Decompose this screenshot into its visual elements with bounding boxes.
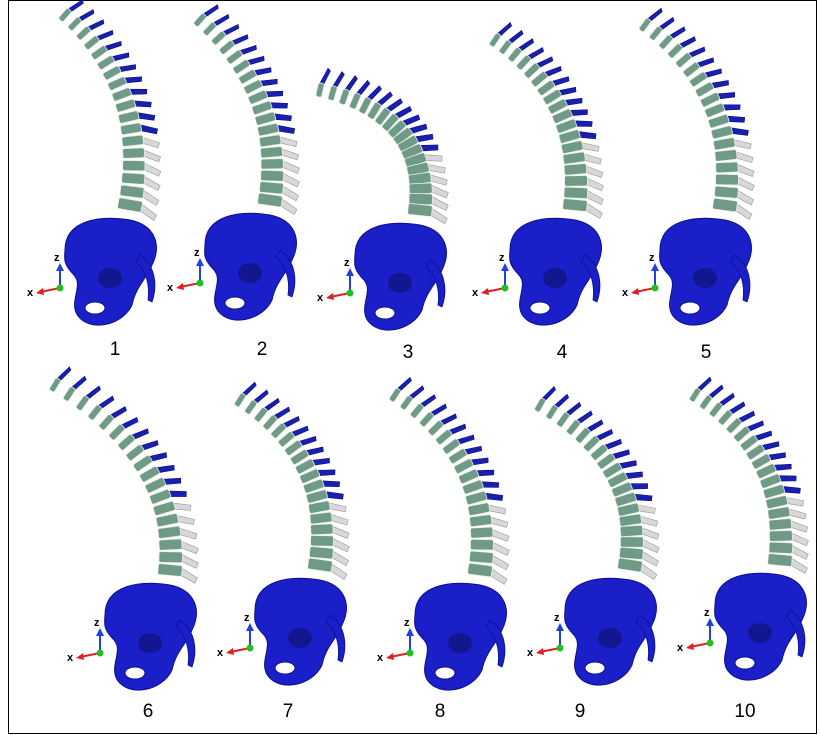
y-axis-dot xyxy=(652,285,659,292)
vertebral-body xyxy=(310,512,333,524)
obturator-foramen xyxy=(85,302,105,314)
vertebral-body xyxy=(311,524,334,535)
figure: x z 1 x z 2 x z 3 x z 4 x z 5 x z 6 x z 7 x z 8 x z 9 x z 10 xyxy=(0,0,820,735)
vertebral-body xyxy=(259,181,283,194)
vertebral-body xyxy=(619,547,643,560)
vertebral-body xyxy=(159,552,183,563)
vertebral-body xyxy=(261,170,284,181)
vertebral-body xyxy=(620,537,643,548)
panel-label: 6 xyxy=(143,701,154,722)
x-axis-label: x xyxy=(677,642,684,654)
vertebral-body xyxy=(769,542,793,554)
z-axis-label: z xyxy=(54,252,60,264)
z-axis-label: z xyxy=(404,617,410,629)
y-axis-dot xyxy=(97,650,104,657)
obturator-foramen xyxy=(435,667,455,679)
panel-label: 10 xyxy=(734,701,755,722)
y-axis-dot xyxy=(707,640,714,647)
y-axis-dot xyxy=(247,645,254,652)
obturator-foramen xyxy=(225,297,245,309)
vertebral-body xyxy=(564,163,587,175)
panel-label: 1 xyxy=(110,339,121,360)
y-axis-dot xyxy=(347,290,354,297)
panel-label: 5 xyxy=(701,342,712,363)
vertebral-body xyxy=(409,193,433,204)
vertebral-body xyxy=(469,515,492,527)
y-axis-dot xyxy=(557,645,564,652)
vertebral-body xyxy=(769,518,792,530)
acetabulum xyxy=(288,628,312,648)
vertebral-body xyxy=(122,135,144,147)
x-axis-label: x xyxy=(317,292,324,304)
y-axis-dot xyxy=(57,285,64,292)
vertebral-body xyxy=(715,174,738,185)
acetabulum xyxy=(448,633,472,653)
vertebral-body xyxy=(122,173,145,185)
z-axis-label: z xyxy=(554,612,560,624)
acetabulum xyxy=(138,633,162,653)
x-axis-label: x xyxy=(27,287,34,299)
vertebral-body xyxy=(714,186,738,199)
acetabulum xyxy=(693,268,717,288)
acetabulum xyxy=(598,628,622,648)
acetabulum xyxy=(388,273,412,293)
vertebral-body xyxy=(123,148,145,159)
vertebral-body xyxy=(469,551,493,563)
panel-label: 8 xyxy=(435,701,446,722)
x-axis-label: x xyxy=(217,647,224,659)
panel-label: 9 xyxy=(575,701,586,722)
z-axis-label: z xyxy=(649,252,655,264)
obturator-foramen xyxy=(275,662,295,674)
vertebral-body xyxy=(310,535,333,546)
vertebral-body xyxy=(768,553,793,566)
x-axis-label: x xyxy=(622,287,629,299)
obturator-foramen xyxy=(680,302,700,314)
vertebral-body xyxy=(470,527,493,538)
y-axis-dot xyxy=(407,650,414,657)
vertebral-body xyxy=(120,185,145,198)
obturator-foramen xyxy=(735,657,755,669)
acetabulum xyxy=(748,623,772,643)
x-axis-label: x xyxy=(472,287,479,299)
vertebral-body xyxy=(309,546,333,559)
acetabulum xyxy=(238,263,262,283)
vertebral-body xyxy=(715,149,738,161)
vertebral-body xyxy=(409,183,432,194)
obturator-foramen xyxy=(585,662,605,674)
vertebral-body xyxy=(769,530,792,541)
vertebral-body xyxy=(123,160,145,170)
obturator-foramen xyxy=(530,302,550,314)
y-axis-dot xyxy=(197,280,204,287)
vertebral-body xyxy=(716,162,739,173)
acetabulum xyxy=(98,268,122,288)
vertebral-body xyxy=(158,563,183,576)
z-axis-label: z xyxy=(344,257,350,269)
x-axis-label: x xyxy=(527,647,534,659)
vertebral-body xyxy=(470,539,493,550)
vertebral-body xyxy=(159,539,182,551)
x-axis-label: x xyxy=(67,652,74,664)
z-axis-label: z xyxy=(704,607,710,619)
vertebral-body xyxy=(564,176,587,187)
x-axis-label: x xyxy=(167,282,174,294)
panel-label: 2 xyxy=(257,339,268,360)
vertebral-body xyxy=(563,198,588,211)
panel-label: 4 xyxy=(557,342,568,363)
vertebral-body xyxy=(564,187,588,199)
panel-label: 3 xyxy=(403,342,414,363)
z-axis-label: z xyxy=(94,617,100,629)
obturator-foramen xyxy=(125,667,145,679)
acetabulum xyxy=(543,268,567,288)
x-axis-label: x xyxy=(377,652,384,664)
vertebral-body xyxy=(261,159,283,170)
panel-label: 7 xyxy=(283,701,294,722)
z-axis-label: z xyxy=(194,247,200,259)
vertebral-body xyxy=(407,203,432,216)
vertebral-body xyxy=(620,525,643,537)
z-axis-label: z xyxy=(499,252,505,264)
obturator-foramen xyxy=(375,307,395,319)
y-axis-dot xyxy=(502,285,509,292)
vertebral-body xyxy=(260,146,282,158)
z-axis-label: z xyxy=(244,612,250,624)
